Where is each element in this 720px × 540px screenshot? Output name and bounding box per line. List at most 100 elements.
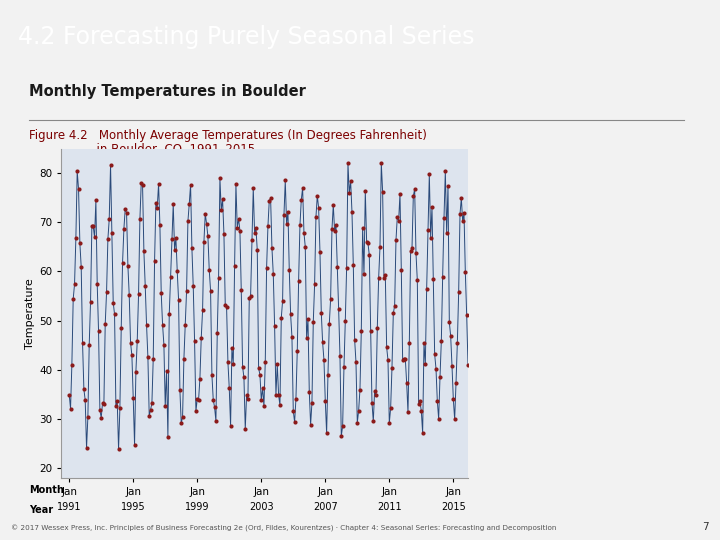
Point <box>105 161 117 170</box>
Point <box>418 339 430 347</box>
Point <box>240 425 251 434</box>
Point <box>179 321 191 329</box>
Point <box>450 379 462 388</box>
Point <box>209 403 220 411</box>
Point <box>297 184 308 192</box>
Point <box>403 339 415 348</box>
Point <box>197 306 208 315</box>
Point <box>76 263 87 272</box>
Point <box>334 351 346 360</box>
Point <box>142 353 153 362</box>
Point <box>130 367 142 376</box>
Point <box>390 236 402 245</box>
Point <box>428 274 439 283</box>
Point <box>446 361 458 370</box>
Text: 1999: 1999 <box>185 503 210 512</box>
Point <box>338 363 350 372</box>
Point <box>78 385 89 394</box>
Point <box>406 244 418 253</box>
Point <box>158 341 170 349</box>
Point <box>321 429 333 437</box>
Point <box>329 227 341 235</box>
Point <box>110 402 122 410</box>
Point <box>305 420 316 429</box>
Point <box>351 418 363 427</box>
Point <box>433 415 444 423</box>
Point <box>240 391 252 400</box>
Point <box>112 396 123 405</box>
Point <box>199 210 211 218</box>
Point <box>415 407 427 415</box>
Point <box>117 259 128 267</box>
Point <box>379 271 391 279</box>
Point <box>426 202 438 211</box>
Point <box>462 361 474 369</box>
Point <box>444 318 455 327</box>
Point <box>265 194 276 202</box>
Point <box>386 363 397 372</box>
Point <box>162 433 174 441</box>
Point <box>134 215 145 224</box>
Point <box>256 395 267 404</box>
Point <box>113 444 125 453</box>
Point <box>99 320 111 328</box>
Point <box>294 221 306 230</box>
Point <box>91 280 103 288</box>
Point <box>93 327 104 335</box>
Point <box>96 399 108 407</box>
Point <box>226 343 238 352</box>
Point <box>310 213 322 221</box>
Point <box>196 333 207 342</box>
Point <box>392 212 403 221</box>
Point <box>232 224 243 232</box>
Point <box>222 358 234 367</box>
Point <box>387 309 399 318</box>
Point <box>109 310 120 319</box>
Point <box>318 355 330 364</box>
Text: 4.2 Forecasting Purely Seasonal Series: 4.2 Forecasting Purely Seasonal Series <box>18 24 474 49</box>
Point <box>357 224 369 232</box>
Point <box>264 196 275 205</box>
Point <box>217 195 228 204</box>
Text: 2003: 2003 <box>249 503 274 512</box>
Point <box>225 421 236 430</box>
Point <box>454 210 466 218</box>
Point <box>163 310 175 319</box>
Point <box>385 404 397 413</box>
Point <box>361 238 372 246</box>
Point <box>82 413 94 421</box>
Point <box>229 262 240 271</box>
Point <box>434 373 446 382</box>
Point <box>230 180 242 188</box>
Point <box>365 327 377 335</box>
Point <box>201 220 212 228</box>
Point <box>65 404 76 413</box>
Point <box>212 329 223 338</box>
Y-axis label: Temperature: Temperature <box>25 278 35 349</box>
Point <box>73 185 84 193</box>
Text: 2007: 2007 <box>313 503 338 512</box>
Point <box>245 292 256 301</box>
Point <box>298 228 310 237</box>
Point <box>341 264 352 272</box>
Point <box>422 226 433 234</box>
Point <box>157 320 168 329</box>
Point <box>417 429 428 437</box>
Point <box>238 373 250 382</box>
Point <box>431 397 443 406</box>
Point <box>115 324 127 333</box>
Point <box>282 207 294 216</box>
Point <box>121 208 132 217</box>
Point <box>153 180 164 188</box>
Point <box>63 390 75 399</box>
Point <box>101 288 112 296</box>
Point <box>423 170 435 179</box>
Text: © 2017 Wessex Press, Inc. Principles of Business Forecasting 2e (Ord, Fildes, Ko: © 2017 Wessex Press, Inc. Principles of … <box>11 524 556 531</box>
Point <box>295 195 307 204</box>
Point <box>87 222 99 231</box>
Point <box>171 267 183 275</box>
Point <box>461 310 472 319</box>
Point <box>149 257 161 266</box>
Point <box>440 167 451 176</box>
Point <box>194 374 206 383</box>
